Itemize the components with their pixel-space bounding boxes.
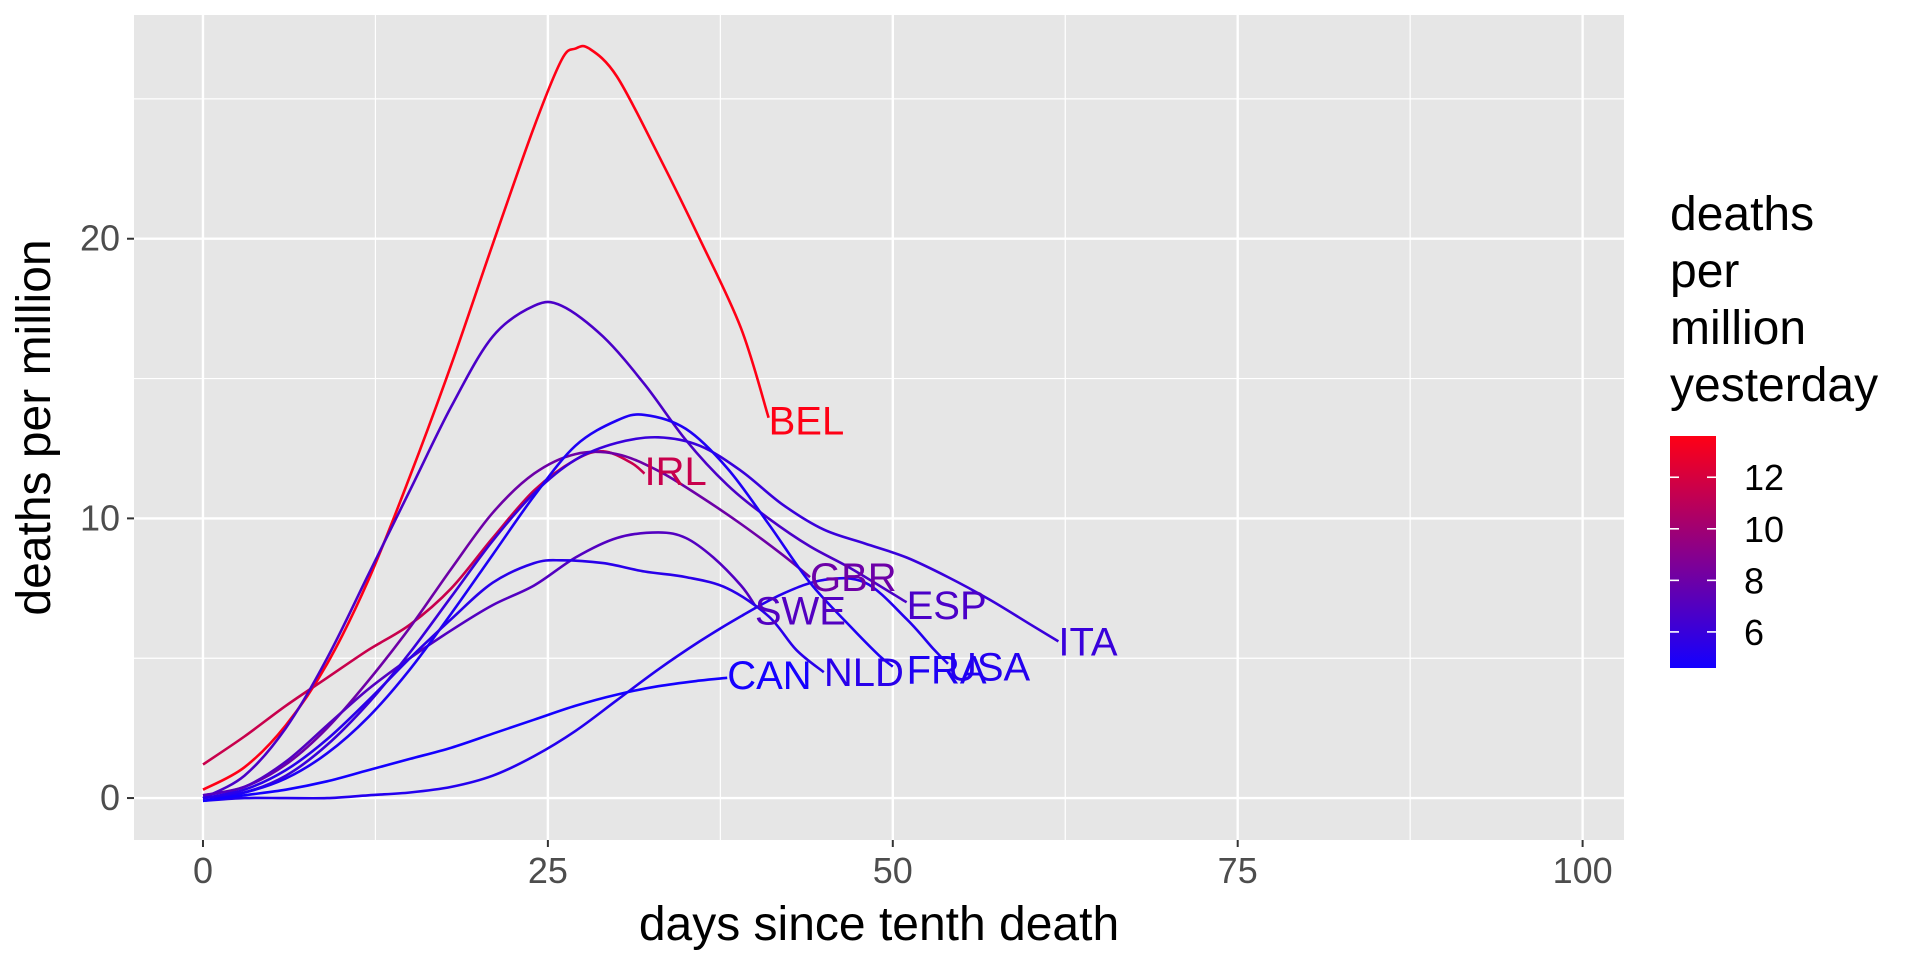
series-lines bbox=[202, 44, 1060, 803]
legend-tick-label: 10 bbox=[1744, 509, 1784, 550]
series-line-nld bbox=[202, 558, 825, 800]
series-line-swe bbox=[202, 531, 756, 797]
legend-title-line: deaths bbox=[1670, 188, 1814, 241]
series-line-bel bbox=[202, 44, 770, 791]
legend-tick-label: 12 bbox=[1744, 457, 1784, 498]
series-label-usa: USA bbox=[948, 646, 1031, 690]
legend: deaths per million yesterday 6 8 10 12 bbox=[1670, 188, 1878, 668]
series-label-irl: IRL bbox=[644, 450, 706, 494]
grid bbox=[134, 15, 1624, 840]
legend-tick-label: 8 bbox=[1744, 560, 1764, 601]
series-label-bel: BEL bbox=[769, 400, 845, 444]
legend-title-line: yesterday bbox=[1670, 359, 1878, 412]
y-tick-label: 20 bbox=[80, 218, 120, 259]
y-axis: 0 10 20 bbox=[80, 218, 134, 818]
x-tick-label: 50 bbox=[873, 850, 913, 891]
legend-title-line: per bbox=[1670, 245, 1739, 298]
series-label-esp: ESP bbox=[907, 584, 987, 628]
x-tick-label: 100 bbox=[1553, 850, 1613, 891]
x-tick-label: 25 bbox=[528, 850, 568, 891]
y-tick-label: 0 bbox=[100, 777, 120, 818]
legend-ticks: 6 8 10 12 bbox=[1670, 457, 1784, 653]
y-tick-label: 10 bbox=[80, 497, 120, 538]
series-line-esp bbox=[202, 300, 908, 800]
x-axis-title: days since tenth death bbox=[639, 898, 1119, 951]
series-line-gbr bbox=[202, 450, 811, 797]
series-label-gbr: GBR bbox=[810, 556, 897, 600]
series-label-ita: ITA bbox=[1058, 620, 1118, 664]
legend-tick-label: 6 bbox=[1744, 612, 1764, 653]
y-axis-title: deaths per million bbox=[8, 239, 61, 615]
x-axis: 0 25 50 75 100 bbox=[193, 840, 1613, 891]
x-tick-label: 0 bbox=[193, 850, 213, 891]
series-label-swe: SWE bbox=[755, 590, 846, 634]
series-line-usa bbox=[202, 576, 949, 803]
series-label-nld: NLD bbox=[824, 651, 904, 695]
series-label-can: CAN bbox=[727, 654, 811, 698]
series-label-fra: FRA bbox=[907, 648, 987, 692]
legend-title: deaths per million yesterday bbox=[1670, 188, 1878, 412]
legend-colorbar bbox=[1670, 436, 1716, 668]
series-line-ita bbox=[202, 435, 1060, 800]
legend-title-line: million bbox=[1670, 302, 1806, 355]
x-tick-label: 75 bbox=[1218, 850, 1258, 891]
series-line-can bbox=[202, 676, 728, 803]
